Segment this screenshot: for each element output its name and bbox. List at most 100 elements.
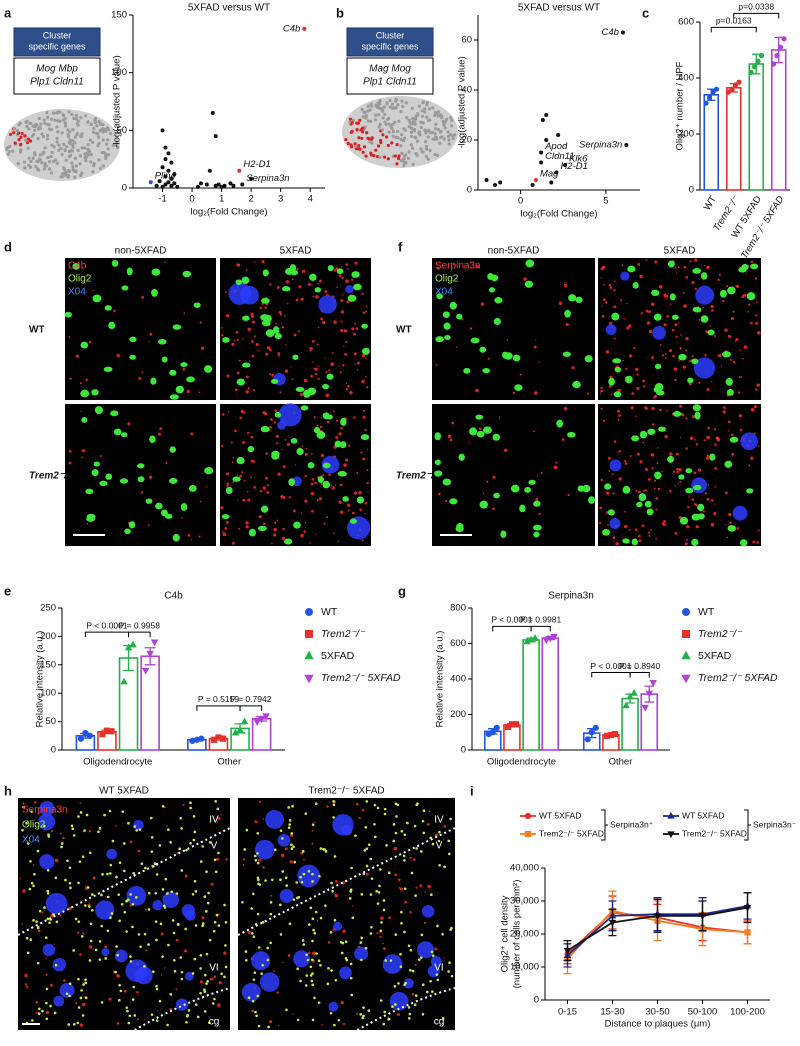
plaque — [332, 921, 343, 931]
olig2-cell — [385, 844, 388, 847]
olig2-cell — [113, 428, 122, 436]
x-tick-label: 5 — [603, 196, 608, 207]
red-signal — [213, 1018, 215, 1021]
red-signal — [468, 442, 470, 444]
red-signal — [673, 367, 678, 371]
red-signal — [706, 497, 710, 501]
tsne-cell — [369, 153, 374, 157]
layer-boundary — [134, 987, 231, 1031]
plaque — [45, 892, 68, 915]
olig2-cell — [115, 875, 118, 879]
red-signal — [685, 349, 688, 352]
tsne-cell — [88, 138, 92, 142]
red-signal — [707, 426, 711, 430]
olig2-cell — [442, 478, 452, 486]
olig2-cell — [646, 508, 654, 516]
olig2-cell — [126, 267, 133, 276]
olig2-cell — [331, 889, 334, 893]
olig2-cell — [488, 287, 496, 293]
olig2-cell — [369, 932, 373, 935]
point-label: H2-D1 — [243, 159, 270, 170]
red-signal — [683, 304, 687, 308]
olig2-cell — [435, 973, 439, 976]
olig2-cell — [336, 268, 344, 275]
olig2-cell — [314, 910, 318, 914]
red-signal — [300, 533, 304, 538]
red-signal — [336, 286, 338, 289]
legend-marker — [305, 630, 313, 638]
red-signal — [653, 487, 656, 490]
tsne-cell — [70, 161, 74, 165]
olig2-cell — [374, 835, 377, 839]
tsne-cell — [29, 121, 33, 126]
plaque — [106, 848, 118, 860]
data-point — [249, 176, 254, 181]
olig2-cell — [180, 362, 188, 368]
olig2-cell — [625, 375, 633, 384]
olig2-cell — [256, 861, 260, 865]
y-tick-label: 0 — [122, 183, 127, 194]
tsne-cell — [26, 146, 30, 150]
red-signal — [705, 457, 709, 460]
red-signal — [140, 491, 144, 494]
red-signal — [758, 445, 760, 447]
red-signal — [361, 353, 366, 358]
tsne-cell — [75, 133, 79, 137]
olig2-cell — [360, 434, 370, 441]
red-signal — [703, 439, 706, 442]
plaque — [39, 801, 55, 816]
red-signal — [334, 893, 339, 898]
olig2-cell — [208, 938, 212, 942]
red-signal — [355, 327, 358, 330]
red-signal — [721, 299, 725, 303]
red-signal — [438, 492, 441, 496]
red-signal — [533, 430, 536, 433]
red-signal — [612, 536, 616, 539]
plaque — [240, 285, 259, 305]
olig2-cell — [691, 538, 699, 546]
red-signal — [626, 326, 630, 330]
red-signal — [199, 500, 202, 503]
red-signal — [323, 522, 326, 525]
plaque — [254, 839, 275, 860]
tsne-cell — [67, 130, 72, 134]
red-signal — [756, 383, 760, 387]
red-signal — [426, 823, 430, 826]
olig2-cell — [449, 498, 458, 505]
red-signal — [343, 463, 347, 467]
red-signal — [318, 497, 323, 501]
red-signal — [663, 323, 667, 327]
cluster-genes: Plp1 Cldn11 — [363, 77, 417, 88]
olig2-cell — [709, 453, 716, 461]
red-signal — [662, 523, 666, 526]
olig2-cell — [354, 834, 357, 838]
olig2-cell — [158, 338, 167, 345]
olig2-cell — [519, 504, 526, 513]
olig2-cell — [129, 336, 137, 343]
replicate-point — [777, 44, 784, 50]
olig2-cell — [80, 389, 90, 398]
tsne-cell — [42, 118, 46, 122]
olig2-cell — [172, 324, 182, 330]
olig2-cell — [334, 440, 342, 448]
data-point — [204, 182, 209, 187]
y-tick-label: 150 — [111, 10, 127, 21]
plaque — [277, 420, 287, 430]
red-signal — [607, 524, 609, 526]
chart-title: Serpina3n — [548, 591, 594, 602]
red-signal — [233, 339, 236, 342]
olig2-cell — [361, 1016, 365, 1020]
red-signal — [226, 472, 230, 476]
red-signal — [656, 462, 659, 465]
tsne-cell — [423, 139, 428, 144]
red-signal — [311, 842, 314, 845]
olig2-cell — [154, 920, 158, 923]
red-signal — [331, 486, 335, 490]
olig2-cell — [514, 384, 523, 391]
red-signal — [291, 378, 294, 381]
tsne-cell — [380, 128, 385, 132]
tsne-cell — [66, 133, 70, 137]
tsne-cell — [104, 154, 108, 159]
panel-label: d — [4, 239, 12, 254]
olig2-cell — [69, 886, 72, 890]
